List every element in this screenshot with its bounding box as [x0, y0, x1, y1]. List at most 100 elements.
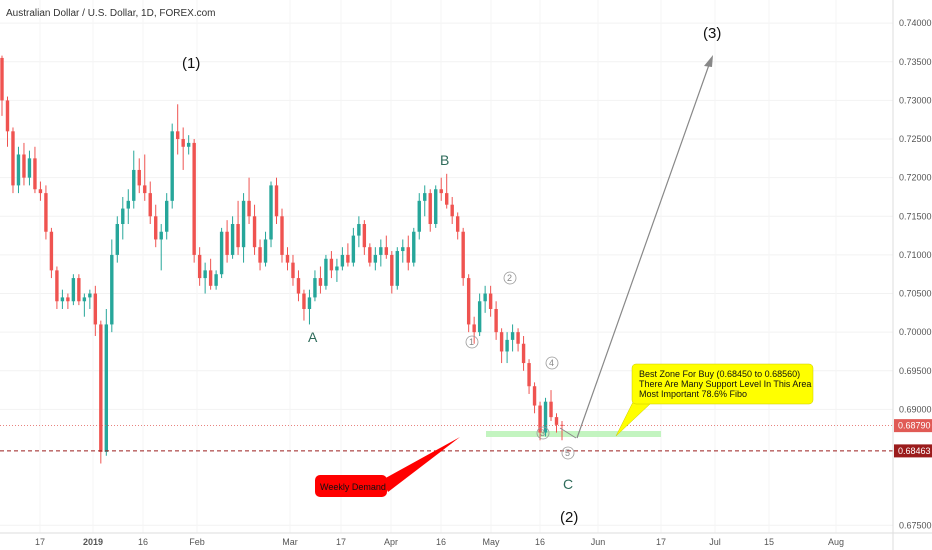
- candle: [373, 247, 378, 271]
- candle: [88, 289, 92, 309]
- candle: [483, 285, 487, 313]
- candle: [137, 158, 141, 194]
- y-tick-label: 0.74000: [899, 18, 932, 28]
- candle: [351, 227, 356, 267]
- wave-label-3: (3): [703, 25, 721, 42]
- svg-text:0.68463: 0.68463: [898, 446, 931, 456]
- candle: [417, 193, 421, 240]
- candle: [428, 189, 432, 232]
- y-tick-label: 0.70000: [899, 327, 932, 337]
- candle: [0, 55, 4, 116]
- candle: [329, 251, 334, 279]
- candle: [55, 266, 59, 309]
- x-tick-label: Apr: [384, 537, 398, 547]
- candle: [477, 293, 482, 337]
- callout-buy-line-3: Most Important 78.6% Fibo: [639, 389, 747, 399]
- candle: [532, 382, 537, 414]
- candle: [439, 177, 443, 201]
- y-tick-label: 0.72500: [899, 134, 932, 144]
- candle: [16, 146, 21, 194]
- candle: [132, 150, 136, 209]
- svg-text:0.68790: 0.68790: [898, 421, 931, 431]
- candle: [22, 142, 26, 186]
- candle: [99, 320, 103, 464]
- candle: [225, 220, 229, 263]
- x-tick-label: Mar: [282, 537, 298, 547]
- y-axis[interactable]: 0.74000 0.73500 0.73000 0.72500 0.72000 0.715…: [899, 18, 932, 530]
- candle: [357, 216, 361, 248]
- candle: [505, 332, 509, 364]
- projection-line-down: [559, 427, 577, 439]
- candle: [412, 227, 416, 267]
- candle: [379, 239, 383, 267]
- x-tick-label: 15: [764, 537, 774, 547]
- candle: [280, 208, 284, 263]
- candle: [560, 420, 564, 441]
- minor-wave-3: 3: [536, 426, 550, 440]
- callout-weekly-box[interactable]: [315, 475, 387, 497]
- candle: [318, 266, 323, 294]
- candle: [455, 212, 460, 240]
- candle: [115, 216, 119, 263]
- candle: [488, 285, 493, 317]
- minor-wave-2: 2: [503, 271, 517, 285]
- candle: [406, 235, 410, 271]
- candle: [192, 139, 196, 263]
- current-price-tag: 0.68790: [894, 419, 932, 433]
- minor-wave-1: 1: [465, 335, 479, 349]
- wave-label-c: C: [563, 476, 573, 492]
- candle: [170, 123, 174, 209]
- candle: [274, 177, 279, 225]
- candle: [60, 289, 65, 309]
- support-zone[interactable]: [486, 431, 661, 437]
- candle: [340, 247, 345, 271]
- callout-weekly-text: Weekly Demand: [320, 482, 386, 492]
- candle: [230, 216, 235, 259]
- candle: [121, 196, 125, 240]
- x-tick-label: 16: [436, 537, 446, 547]
- y-tick-label: 0.70500: [899, 289, 932, 299]
- candle: [313, 270, 317, 302]
- candle: [241, 193, 246, 263]
- candle: [269, 181, 273, 248]
- y-tick-label: 0.71500: [899, 211, 932, 221]
- minor-wave-4: 4: [545, 356, 559, 370]
- candle: [549, 390, 553, 421]
- svg-text:2: 2: [507, 273, 512, 283]
- x-tick-label: 17: [656, 537, 666, 547]
- arrow-head-icon: [704, 55, 713, 67]
- candle: [263, 231, 268, 267]
- candle: [384, 235, 389, 259]
- candle: [5, 96, 10, 147]
- candle: [71, 274, 76, 306]
- x-axis[interactable]: 17 2019 16 Feb Mar 17 Apr 16 May 16 Jun 17 Jul 15 Aug: [35, 537, 844, 547]
- candle: [346, 243, 350, 267]
- candle: [516, 328, 520, 352]
- x-tick-label: 17: [35, 537, 45, 547]
- y-tick-label: 0.69000: [899, 404, 932, 414]
- callout-buy-line-2: There Are Many Support Level In This Are…: [639, 379, 811, 389]
- candle: [324, 254, 328, 290]
- candle: [510, 324, 515, 352]
- projection-arrow-up[interactable]: [576, 61, 711, 439]
- candle: [554, 413, 559, 433]
- candle: [197, 247, 202, 286]
- wave-label-1: (1): [182, 55, 200, 72]
- candle: [236, 200, 240, 255]
- candle: [461, 227, 465, 286]
- candle: [395, 247, 399, 290]
- candle: [434, 185, 438, 228]
- callout-buy-box[interactable]: [631, 363, 814, 405]
- x-tick-label: May: [482, 537, 500, 547]
- candle: [77, 274, 81, 306]
- candle: [165, 193, 169, 240]
- support-price-tag: 0.68463: [894, 444, 932, 458]
- grid: [0, 22, 893, 526]
- candle: [186, 135, 191, 155]
- candle: [33, 146, 37, 194]
- candle: [291, 254, 295, 286]
- candle: [11, 127, 15, 194]
- candle: [450, 196, 454, 225]
- y-tick-label: 0.71000: [899, 250, 932, 260]
